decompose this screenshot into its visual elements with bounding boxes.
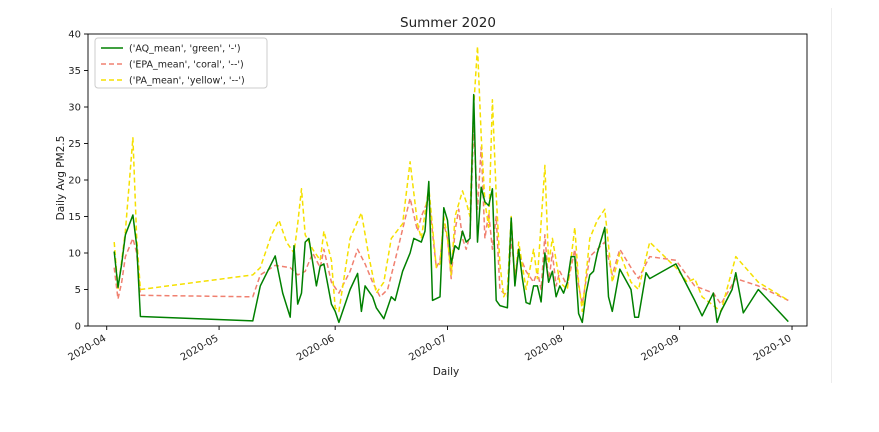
legend-label-2: ('PA_mean', 'yellow', '--'): [129, 76, 245, 87]
x-tick-label: 2020-08: [523, 333, 565, 363]
legend-box: [94, 37, 268, 89]
y-tick-label: 30: [68, 103, 81, 114]
x-tick-label: 2020-05: [179, 333, 221, 363]
x-axis: 2020-04 2020-05 2020-06 2020-07 2020-08 2020-…: [67, 326, 794, 363]
y-tick-label: 40: [68, 30, 81, 41]
legend: ('AQ_mean', 'green', '-') ('EPA_mean', 'c…: [94, 37, 268, 89]
y-axis-label: Daily Avg PM2.5: [55, 136, 67, 221]
series-line-2: [113, 45, 789, 313]
y-tick-label: 0: [75, 322, 81, 333]
series-layer: [113, 45, 789, 324]
x-tick-label: 2020-07: [407, 333, 449, 363]
y-tick-label: 25: [68, 139, 81, 150]
series-line-0: [113, 93, 789, 324]
x-axis-label: Daily: [433, 366, 460, 378]
x-tick-label: 2020-10: [752, 333, 794, 363]
x-tick-label: 2020-06: [295, 333, 337, 363]
x-tick-label: 2020-09: [639, 333, 681, 363]
y-tick-label: 20: [68, 176, 81, 187]
y-axis: 0 5 10 15 20 25 30 35 40: [68, 30, 88, 333]
y-tick-label: 35: [68, 66, 81, 77]
y-tick-label: 5: [75, 285, 81, 296]
y-tick-label: 10: [68, 249, 81, 260]
divider: [831, 8, 832, 383]
legend-label-1: ('EPA_mean', 'coral', '--'): [129, 60, 244, 71]
x-tick-label: 2020-04: [67, 333, 109, 363]
y-tick-label: 15: [68, 212, 81, 223]
legend-label-0: ('AQ_mean', 'green', '-'): [129, 44, 241, 55]
series-line-1: [113, 124, 789, 305]
chart-title: Summer 2020: [400, 15, 496, 31]
